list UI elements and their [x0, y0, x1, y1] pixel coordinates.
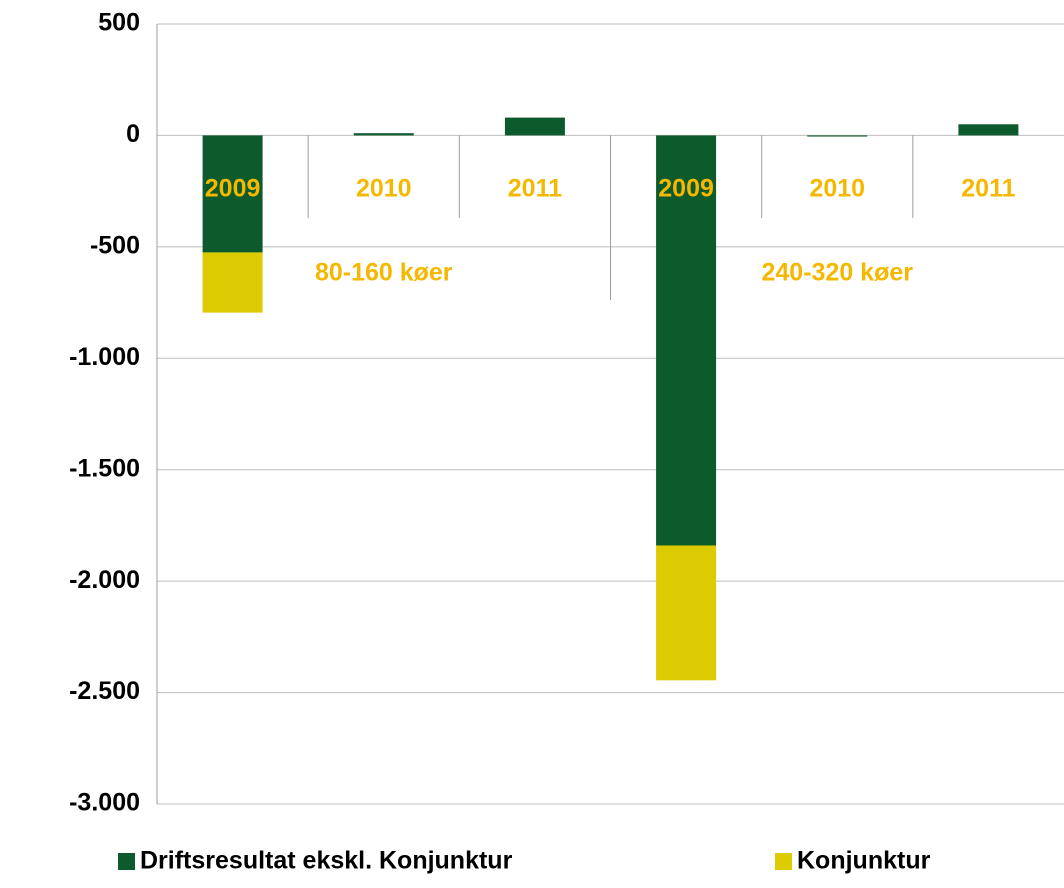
bar-segment: [656, 545, 717, 681]
group-label: 240-320 køer: [761, 259, 913, 287]
x-tick-label: 2011: [508, 175, 562, 203]
legend-label: Konjunktur: [797, 847, 931, 875]
group-label: 80-160 køer: [315, 259, 453, 287]
legend-swatch: [775, 853, 792, 870]
bar-segment: [353, 133, 414, 136]
y-tick-label: -2.500: [69, 677, 140, 705]
y-tick-label: -3.000: [69, 789, 140, 817]
x-tick-label: 2009: [205, 175, 261, 203]
y-tick-label: -2.000: [69, 566, 140, 594]
bar-segment: [958, 124, 1019, 136]
x-tick-label: 2010: [809, 175, 865, 203]
bar-segment: [202, 135, 263, 253]
bar-segment: [504, 117, 565, 136]
legend-swatch: [118, 853, 135, 870]
bar-segment: [202, 252, 263, 313]
bar-segment: [656, 135, 717, 546]
x-tick-label: 2009: [658, 175, 714, 203]
y-tick-label: 500: [98, 9, 140, 37]
y-tick-label: -1.500: [69, 454, 140, 482]
legend-label: Driftsresultat ekskl. Konjunktur: [140, 847, 513, 875]
y-tick-label: -500: [90, 231, 140, 259]
x-tick-label: 2011: [961, 175, 1015, 203]
bar-segment: [807, 135, 868, 137]
x-tick-label: 2010: [356, 175, 412, 203]
y-tick-label: -1.000: [69, 343, 140, 371]
y-tick-label: 0: [126, 120, 140, 148]
